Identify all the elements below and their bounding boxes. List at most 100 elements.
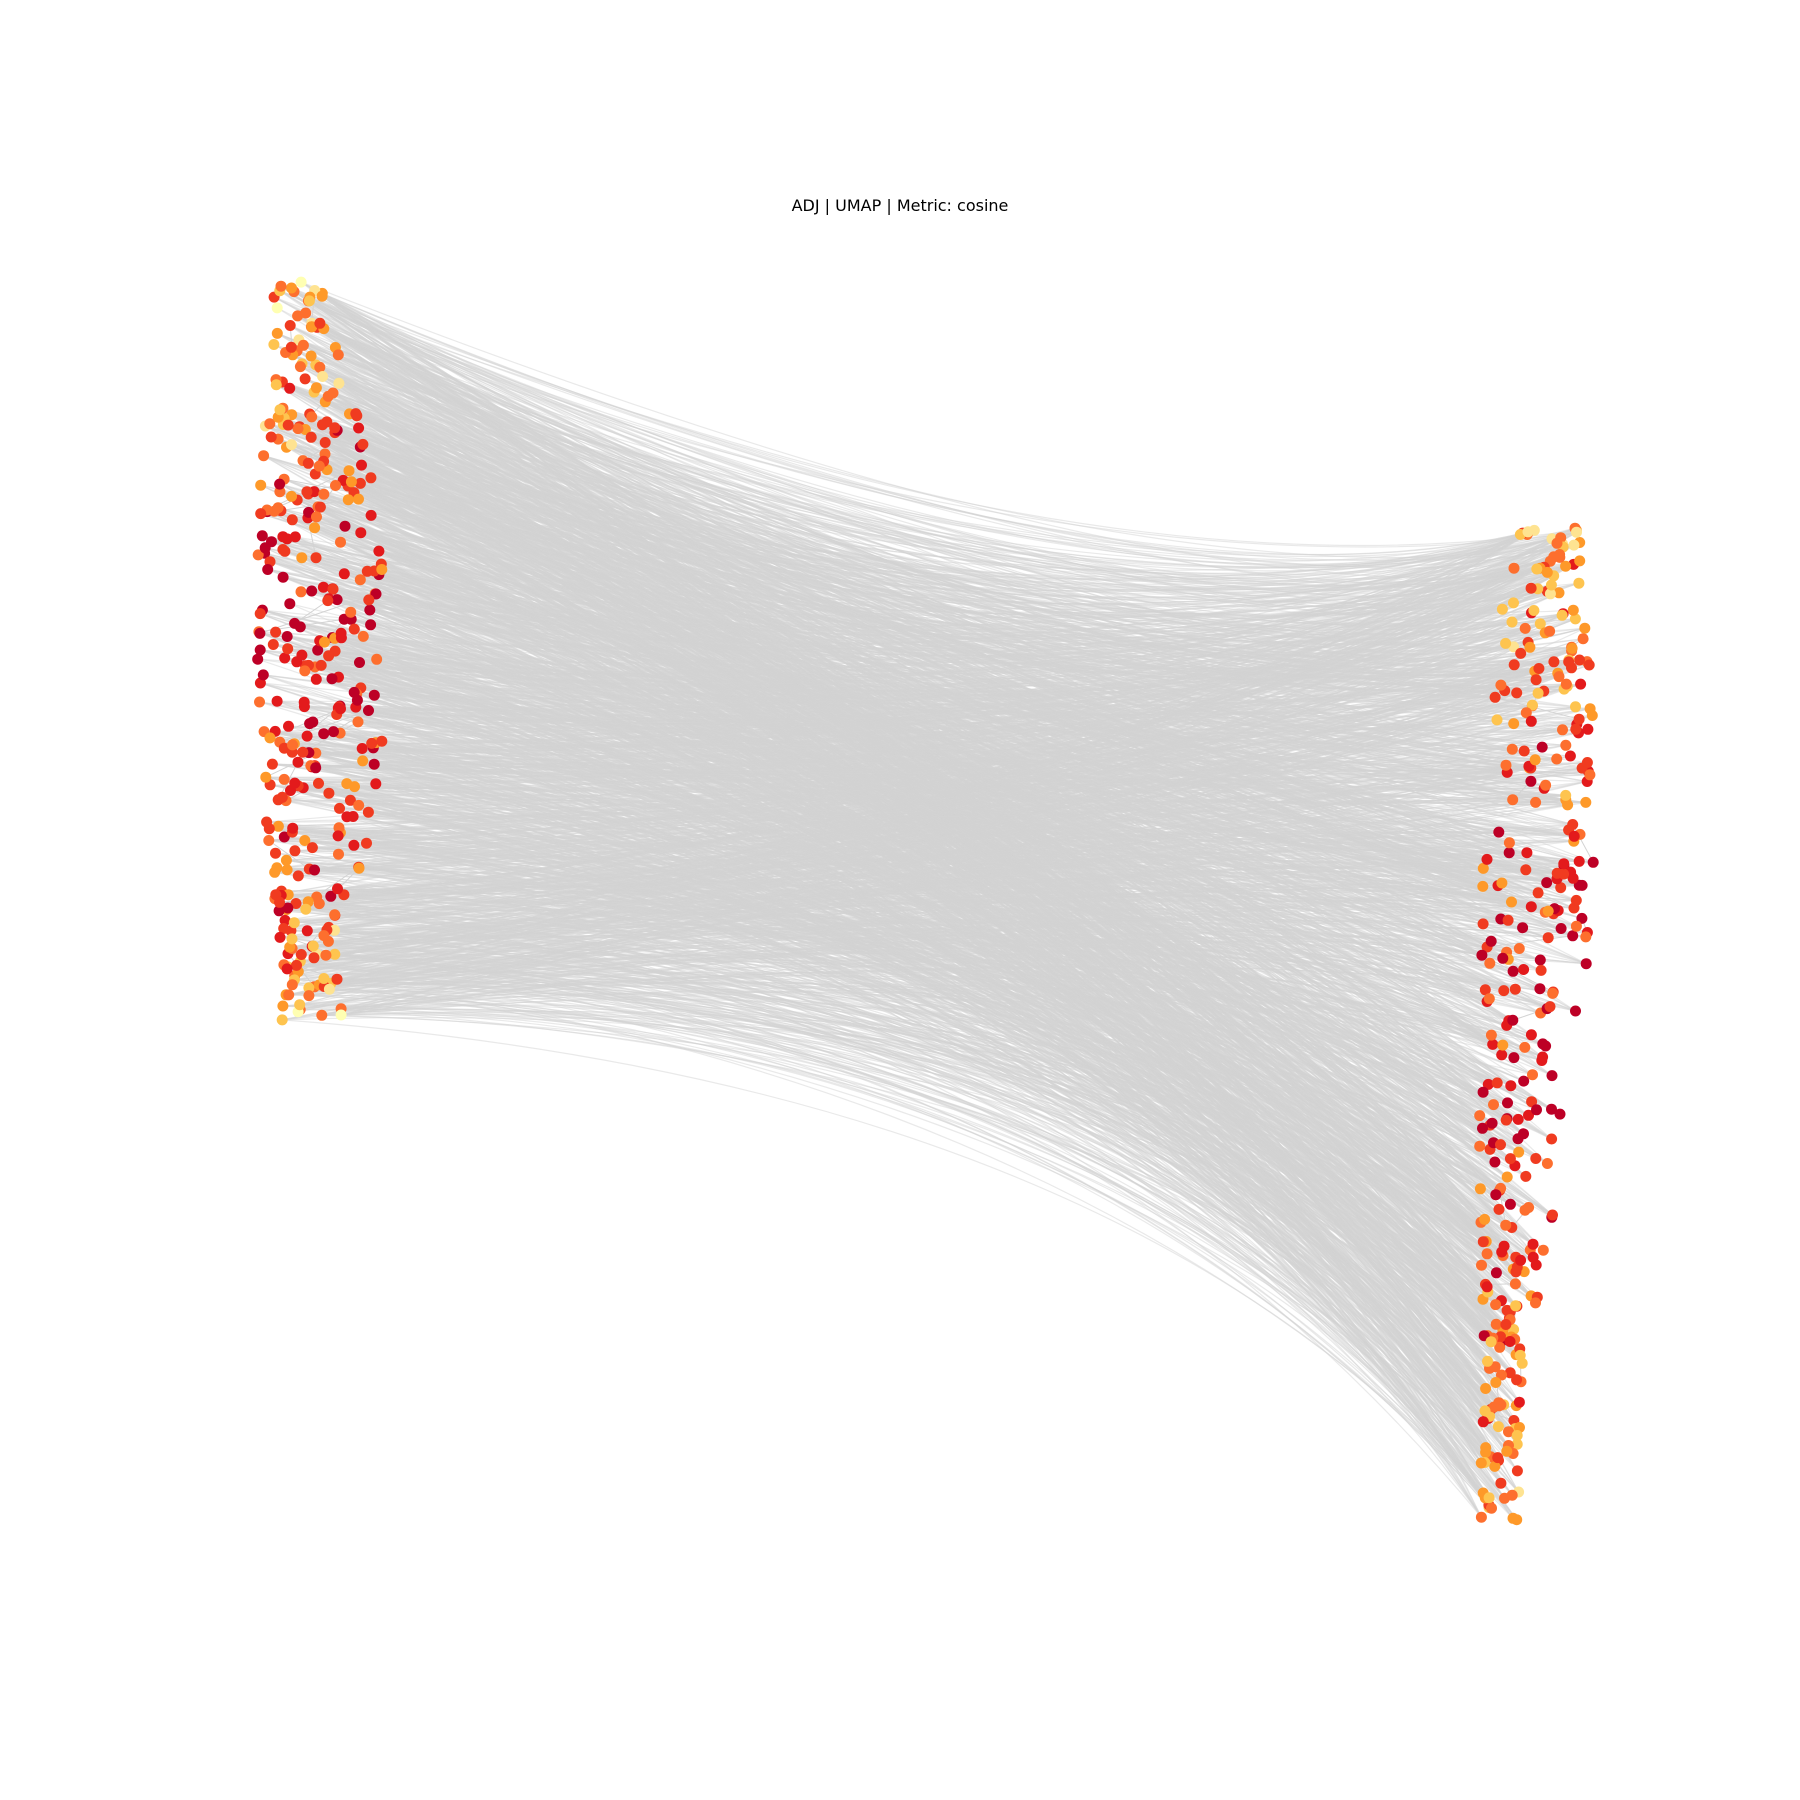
left-cluster-node — [323, 983, 335, 995]
graph-edge — [322, 292, 1577, 547]
left-cluster-node — [274, 896, 285, 908]
left-cluster-node — [305, 431, 317, 443]
right-cluster-node — [1528, 605, 1540, 616]
graph-edge — [328, 918, 1573, 942]
left-cluster-node — [357, 438, 369, 450]
right-cluster-node — [1508, 597, 1519, 609]
graph-edge — [301, 654, 1549, 912]
right-cluster-node — [1584, 769, 1596, 781]
right-cluster-node — [1523, 1109, 1534, 1121]
left-cluster-node — [299, 835, 311, 846]
graph-edge — [317, 649, 1507, 1121]
right-cluster-node — [1512, 1113, 1524, 1125]
left-cluster-node — [282, 419, 294, 431]
left-cluster-node — [301, 486, 313, 498]
graph-edge — [305, 428, 1546, 640]
left-cluster-node — [349, 781, 360, 793]
right-cluster-node — [1573, 855, 1585, 867]
left-cluster-node — [282, 902, 294, 914]
right-cluster-node — [1515, 647, 1527, 659]
right-cluster-node — [1492, 1421, 1504, 1433]
left-cluster-node — [284, 382, 296, 394]
graph-edge — [338, 827, 1525, 1048]
right-cluster-node — [1568, 539, 1580, 551]
left-cluster-node — [318, 488, 330, 500]
right-cluster-node — [1537, 1051, 1549, 1063]
right-cluster-node — [1518, 745, 1530, 757]
right-cluster-node — [1558, 858, 1570, 870]
right-cluster-node — [1513, 1146, 1525, 1158]
right-cluster-node — [1574, 555, 1586, 567]
left-cluster-node — [295, 276, 307, 288]
graph-edge — [310, 720, 1532, 767]
left-cluster-node — [314, 317, 326, 329]
graph-edge — [275, 730, 1517, 1406]
right-cluster-node — [1553, 587, 1565, 599]
left-cluster-node — [265, 431, 277, 443]
graph-edge — [282, 423, 1518, 1521]
left-cluster-node — [292, 423, 304, 435]
right-cluster-node — [1500, 637, 1512, 649]
graph-edge — [279, 609, 1535, 912]
left-cluster-node — [333, 848, 344, 860]
left-cluster-node — [345, 476, 357, 488]
right-cluster-node — [1495, 1399, 1507, 1411]
right-cluster-node — [1500, 1114, 1512, 1126]
graph-edge — [360, 579, 1526, 673]
graph-edge — [360, 579, 1492, 1410]
graph-edge — [279, 709, 369, 743]
right-cluster-node — [1535, 964, 1547, 976]
left-cluster-node — [286, 439, 297, 451]
graph-edge — [285, 799, 1568, 806]
right-cluster-node — [1526, 699, 1538, 711]
left-cluster-node — [314, 501, 326, 513]
right-cluster-node — [1489, 1460, 1501, 1472]
graph-edge — [361, 464, 1593, 720]
graph-edge — [311, 590, 1560, 640]
left-cluster-node — [368, 689, 380, 701]
graph-edge — [356, 415, 1524, 1135]
left-cluster-node — [276, 791, 288, 803]
right-cluster-node — [1532, 887, 1544, 899]
right-cluster-node — [1586, 710, 1598, 721]
graph-edge — [280, 285, 1510, 844]
right-cluster-node — [1500, 1219, 1512, 1231]
graph-edge — [374, 661, 1588, 728]
left-cluster-node — [361, 565, 373, 577]
graph-edge — [314, 529, 1535, 988]
right-cluster-node — [1547, 1209, 1558, 1221]
right-cluster-node — [1537, 1244, 1549, 1256]
graph-edge — [316, 326, 1496, 1467]
left-cluster-node — [297, 746, 309, 758]
left-cluster-node — [330, 480, 341, 491]
left-cluster-node — [268, 339, 280, 350]
left-cluster-node — [309, 522, 321, 534]
right-cluster-node — [1492, 1452, 1504, 1464]
graph-edge — [299, 1004, 1496, 1467]
graph-edge — [323, 531, 1529, 980]
graph-edge — [298, 608, 1503, 787]
graph-edge — [290, 771, 1508, 818]
right-cluster-node — [1496, 1369, 1507, 1381]
right-cluster-node — [1570, 920, 1582, 932]
graph-edge — [353, 844, 1553, 1077]
graph-edge — [259, 632, 1576, 744]
right-cluster-node — [1542, 905, 1554, 917]
right-cluster-node — [1483, 1492, 1495, 1504]
right-cluster-node — [1481, 853, 1493, 865]
left-cluster-node — [291, 959, 302, 971]
right-cluster-node — [1510, 1300, 1522, 1312]
right-cluster-node — [1511, 1430, 1523, 1441]
graph-edge — [360, 532, 1507, 766]
right-cluster-node — [1479, 984, 1491, 996]
left-cluster-node — [314, 361, 326, 373]
graph-edge — [264, 552, 1496, 1368]
graph-edge — [310, 436, 1537, 1159]
right-cluster-node — [1587, 856, 1599, 868]
left-cluster-node — [286, 514, 298, 526]
right-cluster-node — [1502, 1097, 1513, 1109]
graph-edge — [307, 517, 1577, 614]
right-cluster-node — [1570, 701, 1581, 713]
graph-edge — [279, 924, 1546, 1047]
right-cluster-node — [1485, 1336, 1497, 1348]
